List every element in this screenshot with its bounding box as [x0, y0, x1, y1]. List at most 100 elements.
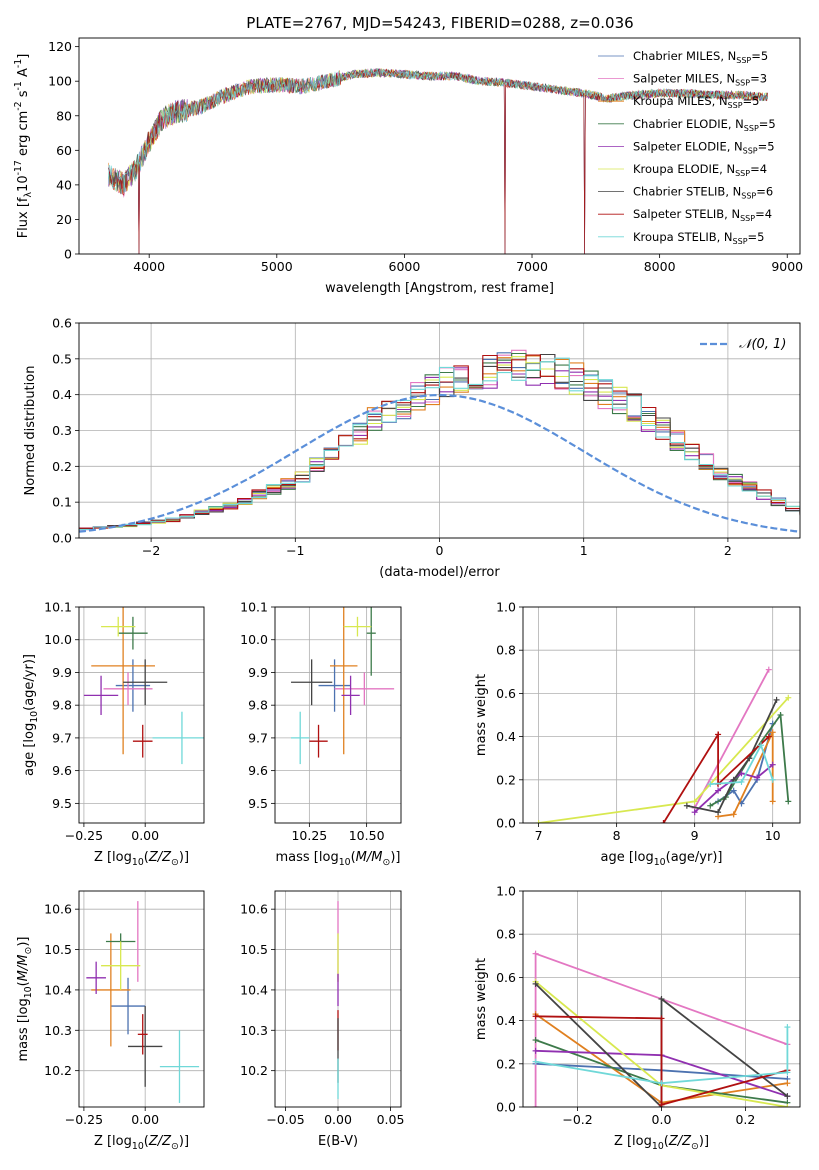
y-tick-label: 10.6 — [44, 902, 72, 917]
y-tick-label: 10.4 — [44, 982, 72, 997]
axes-frame — [78, 890, 205, 1108]
y-tick-label: 0.6 — [52, 316, 72, 331]
legend-label: Salpeter STELIB, NSSP=4 — [633, 207, 772, 223]
y-axis-label: Normed distribution — [23, 366, 38, 496]
y-tick-label: 9.6 — [248, 763, 268, 778]
x-tick-label: 8000 — [644, 259, 676, 274]
y-tick-label: 10.0 — [240, 632, 268, 647]
y-tick-label: 0.4 — [496, 729, 516, 744]
x-tick-label: 5000 — [261, 259, 293, 274]
x-axis-label: mass [log10​(M/M⊙​)] — [276, 850, 401, 868]
y-tick-label: 0.1 — [52, 495, 72, 510]
x-axis-label: Z [log10​(Z/Z⊙​)] — [614, 1134, 709, 1152]
y-tick-label: 10.2 — [44, 1063, 72, 1078]
y-tick-label: 0.0 — [496, 816, 516, 831]
y-tick-label: 0.0 — [52, 531, 72, 546]
plot-area — [535, 666, 792, 823]
x-tick-label: 7000 — [516, 259, 548, 274]
x-axis-label: wavelength [Angstrom, rest frame] — [325, 281, 554, 296]
plot-area — [108, 68, 768, 254]
y-tick-label: 80 — [56, 108, 72, 123]
y-tick-label: 10.1 — [240, 600, 268, 615]
x-tick-label: 0.00 — [131, 828, 159, 843]
axes-frame — [78, 37, 801, 255]
x-axis-label: age [log10​(age/yr)] — [600, 850, 722, 868]
y-tick-label: 0.8 — [496, 927, 516, 942]
x-tick-label: 10.25 — [291, 828, 327, 843]
x-tick-label: −2 — [142, 543, 160, 558]
x-tick-label: 1 — [580, 543, 588, 558]
panel-age-vs-Z: −0.25 0.00 9.5 9.6 9.7 9.8 9.9 10.0 10.1 Z [log10… — [22, 600, 205, 868]
legend-label: Kroupa ELODIE, NSSP=4 — [633, 162, 767, 178]
y-tick-label: 100 — [48, 74, 72, 89]
plot-area — [86, 901, 200, 1103]
residual-histogram — [79, 354, 800, 531]
x-tick-label: −0.2 — [562, 1112, 592, 1127]
y-tick-label: 9.9 — [248, 665, 268, 680]
y-tick-label: 10.3 — [240, 1023, 268, 1038]
weight-series-line — [710, 742, 774, 785]
y-tick-label: 0.5 — [52, 351, 72, 366]
x-tick-label: 0.00 — [131, 1112, 159, 1127]
gaussian-curve — [79, 393, 800, 533]
weight-series-line — [662, 731, 770, 823]
y-tick-label: 9.8 — [52, 698, 72, 713]
plot-area — [291, 607, 395, 765]
y-tick-label: 0.3 — [52, 423, 72, 438]
x-tick-label: 2 — [724, 543, 732, 558]
y-tick-label: 9.8 — [248, 698, 268, 713]
x-tick-label: 0.0 — [652, 1112, 672, 1127]
x-tick-label: 6000 — [389, 259, 421, 274]
axes-frame — [522, 606, 801, 824]
y-tick-label: 40 — [56, 177, 72, 192]
legend-label: Kroupa STELIB, NSSP=5 — [633, 230, 764, 246]
x-tick-label: 0.05 — [377, 1112, 405, 1127]
panel-age-vs-mass: 10.25 10.50 9.5 9.6 9.7 9.8 9.9 10.0 10.1 mass [l… — [240, 600, 402, 868]
legend-label: Chabrier STELIB, NSSP=6 — [633, 185, 773, 201]
y-tick-label: 9.9 — [52, 665, 72, 680]
axes-frame — [274, 606, 402, 824]
y-axis-label: age [log10​(age/yr)] — [22, 654, 40, 776]
y-tick-label: 120 — [48, 39, 72, 54]
residual-histogram — [79, 353, 800, 530]
x-tick-label: −1 — [286, 543, 304, 558]
y-tick-label: 0.8 — [496, 643, 516, 658]
y-tick-label: 60 — [56, 143, 72, 158]
panel-spectrum: 4000 5000 6000 7000 8000 9000 0 20 40 60 80 100 120 w… — [13, 37, 803, 296]
plot-area — [79, 349, 800, 533]
x-tick-label: 10.50 — [349, 828, 385, 843]
x-tick-label: 4000 — [133, 259, 165, 274]
plot-area — [83, 607, 204, 765]
y-tick-label: 10.1 — [44, 600, 72, 615]
panel-mass-vs-ebv: −0.05 0.00 0.05 10.2 10.3 10.4 10.5 10.6 E(B-V) — [240, 890, 405, 1149]
y-axis-label: mass weight — [474, 958, 489, 1040]
weight-series-line — [535, 1015, 788, 1106]
y-tick-label: 1.0 — [496, 884, 516, 899]
gaussian-legend-label: 𝒩(0, 1) — [739, 337, 786, 352]
y-tick-label: 20 — [56, 212, 72, 227]
y-tick-label: 10.5 — [240, 942, 268, 957]
x-tick-label: 10 — [765, 828, 781, 843]
y-tick-label: 10.6 — [240, 902, 268, 917]
y-tick-label: 10.3 — [44, 1023, 72, 1038]
x-axis-label: (data-model)/error — [379, 565, 500, 580]
y-axis-label: Flux [fλ​10-17​ erg cm-2​ s-1​ A-1​] — [13, 54, 34, 239]
x-tick-label: 7 — [535, 828, 543, 843]
y-tick-label: 0.2 — [496, 1056, 516, 1071]
y-axis-label: mass [log10​(M/M⊙​)] — [16, 937, 34, 1062]
y-tick-label: 9.7 — [248, 730, 268, 745]
y-tick-label: 0.2 — [496, 772, 516, 787]
plot-area — [532, 950, 791, 1107]
weight-series-line — [538, 697, 789, 823]
y-tick-label: 10.5 — [44, 942, 72, 957]
axes-frame — [78, 322, 801, 539]
legend: Chabrier MILES, NSSP=5 Salpeter MILES, NS… — [598, 49, 776, 246]
y-tick-label: 0.0 — [496, 1100, 516, 1115]
weight-series-line — [693, 669, 770, 809]
spectrum-series-line — [108, 68, 768, 193]
panel-mass-vs-Z: −0.25 0.00 10.2 10.3 10.4 10.5 10.6 Z [log10​(Z… — [16, 890, 205, 1152]
x-tick-label: 8 — [613, 828, 621, 843]
y-axis-label: mass weight — [474, 674, 489, 756]
y-tick-label: 9.5 — [52, 796, 72, 811]
